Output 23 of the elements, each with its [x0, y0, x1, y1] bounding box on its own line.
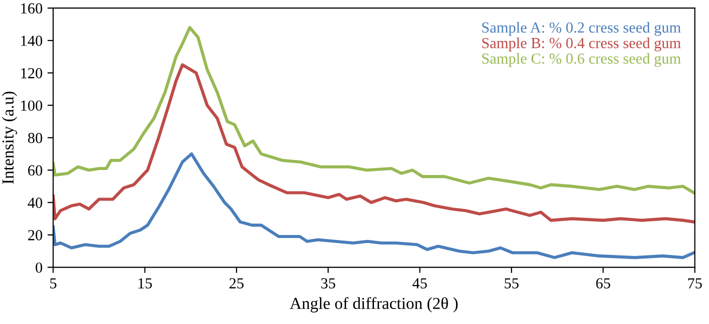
text: Sample B: % 0.4 cress seed gum: [482, 37, 681, 52]
line-series: [53, 152, 695, 260]
x-axis-title: Angle of diffraction (2θ ): [290, 297, 458, 312]
x-tick-label: 25: [230, 278, 244, 288]
y-tick-label: 80: [28, 132, 42, 144]
x-tick-label: 5: [50, 278, 56, 288]
x-tick-label: 45: [412, 278, 427, 288]
y-tick-label: 20: [28, 230, 42, 240]
x-tick-label: 65: [596, 278, 610, 288]
y-tick-label: 40: [28, 198, 42, 208]
y-tick-label: 60: [28, 165, 42, 176]
x-tick-label: 35: [321, 278, 336, 288]
x-tick-label: 75: [688, 278, 702, 288]
y-tick-label: 100: [21, 100, 42, 111]
y-axis-title: Intensity (a.u): [2, 92, 18, 184]
x-tick-label: 15: [138, 278, 152, 288]
y-tick-label: 140: [21, 36, 42, 46]
x-tick-label: 55: [504, 278, 519, 288]
text: Sample C: % 0.6 cress seed gum: [482, 52, 681, 67]
y-tick-label: 160: [21, 3, 42, 14]
y-tick-label: 0: [36, 262, 42, 273]
y-tick-label: 120: [21, 68, 42, 78]
text: Sample A: % 0.2 cress seed gum: [482, 22, 681, 36]
